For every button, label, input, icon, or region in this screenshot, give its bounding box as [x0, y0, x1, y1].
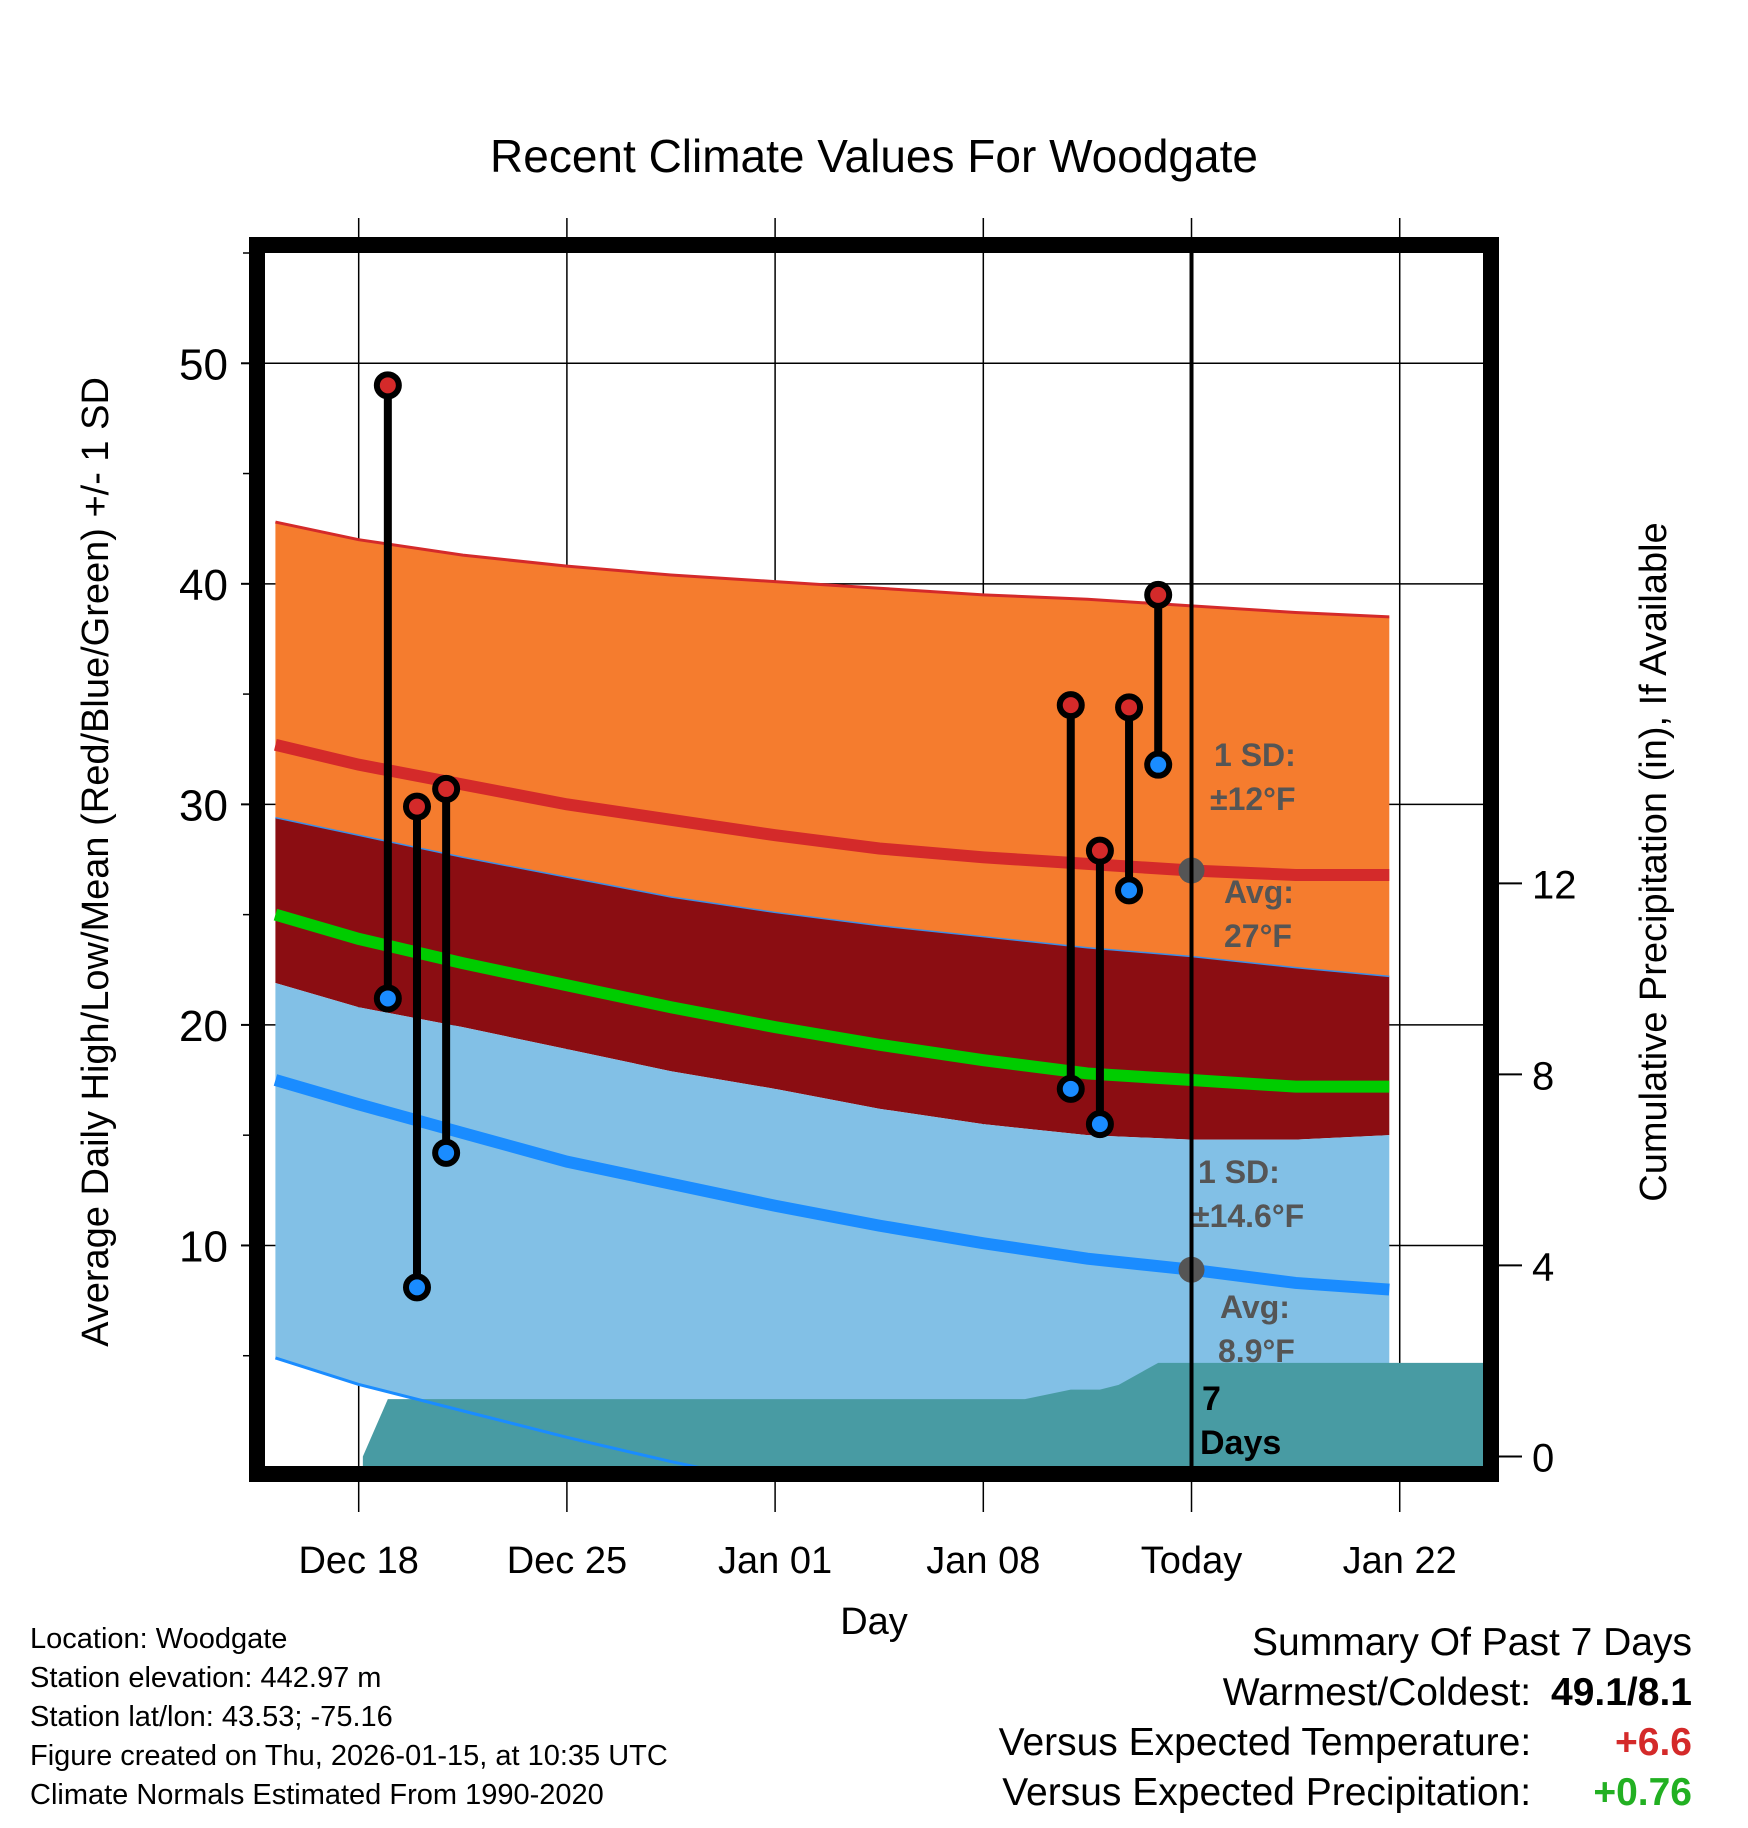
obs-low-point: [1085, 1110, 1114, 1139]
obs-low-point: [1144, 750, 1173, 779]
x-tick-label: Today: [1141, 1540, 1242, 1582]
obs-low-point: [402, 1273, 431, 1302]
x-tick-label: Jan 08: [926, 1540, 1040, 1582]
annotations: 1 SD: ±12°F Avg: 27°F 1 SD: ±14.6°F Avg:…: [1192, 737, 1304, 1369]
precip-area: [362, 1362, 1483, 1466]
high-avg-label: Avg:: [1224, 874, 1294, 910]
y-tick-label: 40: [179, 561, 228, 610]
days-word: Days: [1200, 1424, 1281, 1462]
y2-tick-label: 0: [1532, 1436, 1554, 1480]
y-tick-label: 20: [179, 1002, 228, 1051]
latlon-text: Station lat/lon: 43.53; -75.16: [30, 1701, 393, 1733]
low-sd-value: ±14.6°F: [1192, 1198, 1304, 1234]
obs-high-point: [402, 792, 431, 821]
overlap-band: [275, 817, 1390, 1140]
axes: 10 20 30 40 50 0 4 8 12 Dec 18 Dec 25 Jan 01 Jan 08 T…: [179, 252, 1577, 1582]
obs-low-point: [1115, 876, 1144, 905]
location-text: Location: Woodgate: [30, 1623, 288, 1655]
station-info: Location: Woodgate Station elevation: 44…: [30, 1620, 668, 1815]
normals-text: Climate Normals Estimated From 1990-2020: [30, 1779, 604, 1811]
y-tick-label: 50: [179, 340, 228, 389]
obs-high-point: [1056, 691, 1085, 720]
high-plus-sd-line: [275, 520, 1390, 619]
temp-row: Versus Expected Temperature: +6.6: [999, 1718, 1692, 1768]
obs-high-point: [373, 371, 402, 400]
warm-cold-row: Warmest/Coldest: 49.1/8.1: [999, 1668, 1692, 1718]
y-axis-label: Average Daily High/Low/Mean (Red/Blue/Gr…: [75, 377, 117, 1347]
x-axis-label: Day: [840, 1601, 908, 1643]
y2-axis-label: Cumulative Precipitation (in), If Availa…: [1633, 522, 1675, 1201]
temp-label: Versus Expected Temperature:: [998, 1721, 1532, 1764]
plot-frame: [249, 237, 1499, 1482]
days-annotation: 7 Days: [1200, 1380, 1281, 1462]
days-count: 7: [1202, 1380, 1221, 1418]
low-sd-band: [275, 983, 1390, 1466]
warm-cold-value: 49.1/8.1: [1551, 1671, 1692, 1714]
obs-high-point: [1144, 580, 1173, 609]
x-tick-label: Dec 18: [298, 1540, 418, 1582]
low-avg-label: Avg:: [1220, 1289, 1290, 1325]
high-sd-value: ±12°F: [1210, 781, 1296, 817]
x-tick-label: Jan 22: [1343, 1540, 1457, 1582]
obs-low-point: [432, 1138, 461, 1167]
chart-title: Recent Climate Values For Woodgate: [490, 130, 1258, 182]
created-text: Figure created on Thu, 2026-01-15, at 10…: [30, 1740, 668, 1772]
summary-panel: Summary Of Past 7 Days Warmest/Coldest: …: [999, 1618, 1692, 1818]
obs-high-point: [1085, 836, 1114, 865]
warm-cold-label: Warmest/Coldest:: [1222, 1671, 1532, 1714]
elevation-text: Station elevation: 442.97 m: [30, 1662, 382, 1694]
obs-high-point: [1115, 693, 1144, 722]
y2-tick-label: 8: [1532, 1054, 1554, 1098]
y2-tick-label: 4: [1532, 1245, 1554, 1289]
low-avg-value: 8.9°F: [1218, 1333, 1295, 1369]
temp-value: +6.6: [1615, 1721, 1692, 1764]
obs-high-point: [432, 774, 461, 803]
x-tick-label: Dec 25: [507, 1540, 627, 1582]
precip-label: Versus Expected Precipitation:: [1002, 1771, 1532, 1814]
observations: [373, 371, 1173, 1302]
high-sd-label: 1 SD:: [1214, 737, 1296, 773]
x-tick-label: Jan 01: [718, 1540, 832, 1582]
high-avg-value: 27°F: [1224, 918, 1292, 954]
y2-tick-label: 12: [1532, 863, 1577, 907]
low-minus-sd-line: [274, 1356, 700, 1466]
low-sd-label: 1 SD:: [1198, 1154, 1280, 1190]
precip-row: Versus Expected Precipitation: +0.76: [999, 1768, 1692, 1818]
obs-low-point: [1056, 1074, 1085, 1103]
precip-fill: [362, 1362, 1483, 1466]
precip-value: +0.76: [1593, 1771, 1692, 1814]
y-tick-label: 10: [179, 1222, 228, 1271]
obs-low-point: [373, 984, 402, 1013]
summary-title: Summary Of Past 7 Days: [1252, 1621, 1692, 1664]
y-tick-label: 30: [179, 781, 228, 830]
